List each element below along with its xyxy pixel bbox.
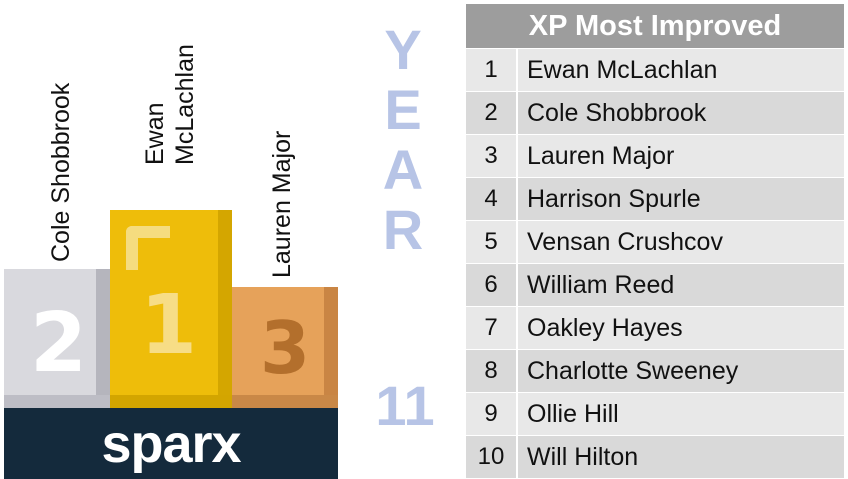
table-row: 5 Vensan Crushcov: [466, 221, 844, 263]
first-place-number: 1: [140, 278, 198, 373]
podium-base: [4, 408, 338, 479]
leaderboard-table: XP Most Improved 1 Ewan McLachlan 2 Cole Sh…: [466, 4, 844, 478]
leaderboard-title: XP Most Improved: [466, 4, 844, 48]
table-row: 3 Lauren Major: [466, 135, 844, 177]
student-name-cell: Will Hilton: [527, 443, 639, 471]
student-name-cell: Harrison Spurle: [527, 185, 701, 213]
first-place-name-line2: McLachlan: [171, 44, 199, 165]
sparx-logo: sparx: [101, 413, 241, 474]
third-place-step: [232, 287, 338, 409]
student-name-cell: Vensan Crushcov: [527, 228, 723, 256]
rank-cell: 1: [466, 49, 518, 91]
student-name-cell: Charlotte Sweeney: [527, 357, 739, 385]
table-row: 7 Oakley Hayes: [466, 307, 844, 349]
second-place-step: [4, 269, 110, 409]
rank-cell: 5: [466, 221, 518, 263]
rank-cell: 6: [466, 264, 518, 306]
year-number: 11: [375, 374, 435, 437]
rank-cell: 4: [466, 178, 518, 220]
student-name-cell: Oakley Hayes: [527, 314, 683, 342]
third-place-number: 3: [260, 306, 311, 390]
podium: 2 1 3 sparx Cole Shobbrook Ewan McLachla…: [0, 0, 340, 479]
student-name-cell: Lauren Major: [527, 142, 675, 170]
rank-cell: 7: [466, 307, 518, 349]
student-name-cell: Ewan McLachlan: [527, 56, 718, 84]
year-label: Y E A R: [375, 20, 431, 260]
highlight-shape: [126, 226, 170, 270]
table-row: 9 Ollie Hill: [466, 393, 844, 435]
table-row: 8 Charlotte Sweeney: [466, 350, 844, 392]
rank-cell: 8: [466, 350, 518, 392]
table-row: 2 Cole Shobbrook: [466, 92, 844, 134]
year-letter: R: [382, 198, 424, 261]
third-place-name: Lauren Major: [268, 130, 296, 278]
year-letter: E: [384, 78, 422, 141]
student-name-cell: Ollie Hill: [527, 400, 619, 428]
year-letter: A: [382, 138, 424, 201]
student-name-cell: William Reed: [527, 271, 675, 299]
table-row: 4 Harrison Spurle: [466, 178, 844, 220]
second-place-name: Cole Shobbrook: [47, 82, 75, 262]
first-place-name-line1: Ewan: [141, 102, 169, 165]
rank-cell: 2: [466, 92, 518, 134]
table-row: 1 Ewan McLachlan: [466, 49, 844, 91]
rank-cell: 3: [466, 135, 518, 177]
second-place-number: 2: [30, 296, 88, 391]
first-place-step: [110, 210, 232, 409]
first-place-name: Ewan McLachlan: [140, 44, 200, 165]
rank-cell: 9: [466, 393, 518, 435]
leaderboard-rows: 1 Ewan McLachlan 2 Cole Shobbrook 3 Lauren Ma…: [466, 49, 844, 478]
table-row: 10 Will Hilton: [466, 436, 844, 478]
table-row: 6 William Reed: [466, 264, 844, 306]
student-name-cell: Cole Shobbrook: [527, 99, 707, 127]
year-letter: Y: [384, 18, 422, 81]
rank-cell: 10: [466, 436, 518, 478]
